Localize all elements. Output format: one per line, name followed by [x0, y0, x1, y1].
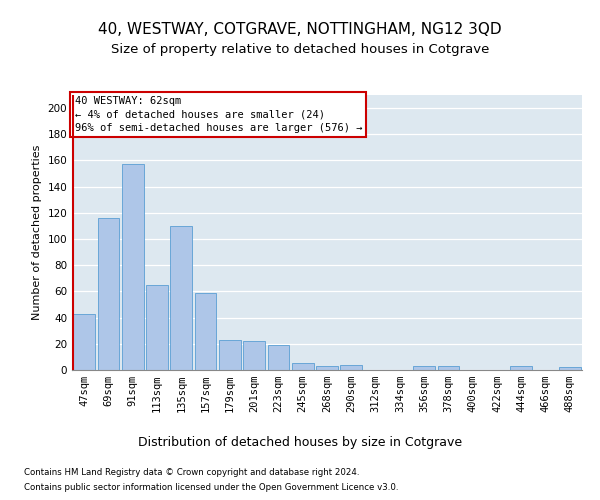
- Y-axis label: Number of detached properties: Number of detached properties: [32, 145, 42, 320]
- Text: 40, WESTWAY, COTGRAVE, NOTTINGHAM, NG12 3QD: 40, WESTWAY, COTGRAVE, NOTTINGHAM, NG12 …: [98, 22, 502, 38]
- Text: Contains public sector information licensed under the Open Government Licence v3: Contains public sector information licen…: [24, 483, 398, 492]
- Bar: [194, 292, 217, 370]
- Bar: [146, 285, 168, 370]
- Bar: [170, 226, 192, 370]
- Text: 40 WESTWAY: 62sqm
← 4% of detached houses are smaller (24)
96% of semi-detached : 40 WESTWAY: 62sqm ← 4% of detached house…: [74, 96, 362, 133]
- Text: Distribution of detached houses by size in Cotgrave: Distribution of detached houses by size …: [138, 436, 462, 449]
- Bar: [219, 340, 241, 370]
- Bar: [292, 364, 314, 370]
- Bar: [437, 366, 460, 370]
- Bar: [340, 365, 362, 370]
- Bar: [268, 345, 289, 370]
- Text: Size of property relative to detached houses in Cotgrave: Size of property relative to detached ho…: [111, 42, 489, 56]
- Bar: [243, 341, 265, 370]
- Bar: [511, 366, 532, 370]
- Bar: [559, 368, 581, 370]
- Bar: [316, 366, 338, 370]
- Text: Contains HM Land Registry data © Crown copyright and database right 2024.: Contains HM Land Registry data © Crown c…: [24, 468, 359, 477]
- Bar: [413, 366, 435, 370]
- Bar: [73, 314, 95, 370]
- Bar: [122, 164, 143, 370]
- Bar: [97, 218, 119, 370]
